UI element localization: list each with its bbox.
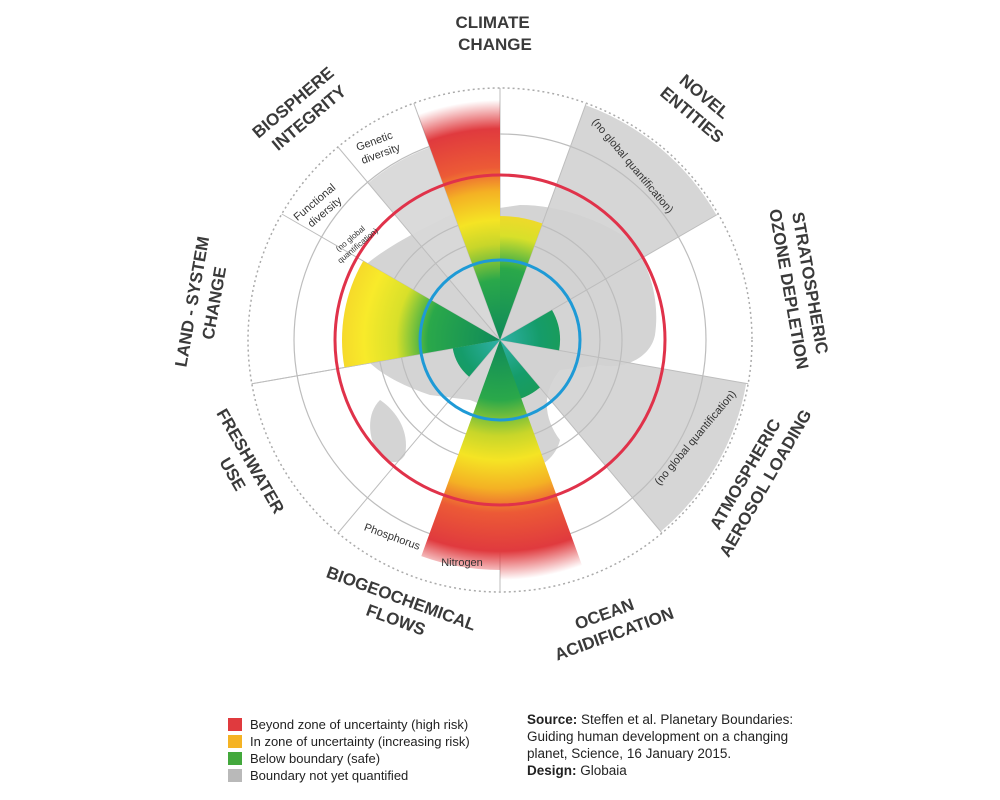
- legend-swatch-uncertainty: [228, 735, 242, 748]
- legend-item-uncertainty: In zone of uncertainty (increasing risk): [228, 733, 470, 750]
- wedge-genetic: [404, 60, 500, 340]
- label-novel-entities: NOVEL ENTITIES: [656, 66, 741, 147]
- wedge-functional: [368, 147, 500, 340]
- safe-boundary-ring: [418, 258, 582, 422]
- wedge-climate: [500, 216, 543, 340]
- design-text: Globaia: [580, 763, 627, 778]
- legend-swatch-not-quantified: [228, 769, 242, 782]
- wedges-colored: [342, 60, 587, 592]
- legend-item-high-risk: Beyond zone of uncertainty (high risk): [228, 716, 470, 733]
- label-ocean-acidification: OCEAN ACIDIFICATION: [545, 583, 677, 664]
- legend-swatch-high-risk: [228, 718, 242, 731]
- legend: Beyond zone of uncertainty (high risk) I…: [228, 716, 470, 784]
- wedge-nitrogen: [500, 340, 587, 592]
- label-biosphere-integrity: BIOSPHERE INTEGRITY: [249, 60, 356, 159]
- legend-item-safe: Below boundary (safe): [228, 750, 470, 767]
- legend-label-not-quantified: Boundary not yet quantified: [250, 768, 409, 783]
- legend-label-uncertainty: In zone of uncertainty (increasing risk): [250, 734, 470, 749]
- sector-divider-line: [337, 339, 501, 534]
- label-land-system-change: LAND - SYSTEM CHANGE: [171, 230, 235, 372]
- legend-label-high-risk: Beyond zone of uncertainty (high risk): [250, 717, 469, 732]
- legend-label-safe: Below boundary (safe): [250, 751, 381, 766]
- wedge-land: [342, 261, 500, 368]
- sector-divider-line: [337, 146, 501, 341]
- label-biogeochemical-flows: BIOGEOCHEMICAL FLOWS: [316, 563, 482, 657]
- label-nitrogen: Nitrogen: [441, 557, 483, 569]
- legend-item-not-quantified: Boundary not yet quantified: [228, 767, 470, 784]
- source-text: Steffen et al. Planetary Boundaries: Gui…: [527, 712, 794, 761]
- legend-swatch-safe: [228, 752, 242, 765]
- sector-divider-line: [499, 103, 587, 341]
- label-functional-diversity: Functional diversity: [292, 180, 350, 235]
- label-stratospheric-ozone: STRATOSPHERIC OZONE DEPLETION: [765, 204, 834, 371]
- wedge-aerosol: [500, 340, 747, 532]
- design-label: Design:: [527, 763, 577, 778]
- source-credit: Source: Steffen et al. Planetary Boundar…: [527, 711, 817, 779]
- source-label: Source:: [527, 712, 578, 727]
- sector-divider-line: [499, 339, 749, 385]
- wedge-phosphorus: [421, 340, 500, 570]
- label-freshwater-use: FRESHWATER USE: [194, 405, 291, 532]
- high-risk-boundary-ring: [333, 173, 667, 507]
- label-genetic-diversity: Genetic diversity: [355, 128, 403, 167]
- wedge-freshwater: [452, 340, 500, 377]
- wedge-ozone: [500, 310, 561, 351]
- sector-divider-line: [499, 213, 719, 341]
- label-climate-change: CLIMATE CHANGE: [455, 13, 534, 54]
